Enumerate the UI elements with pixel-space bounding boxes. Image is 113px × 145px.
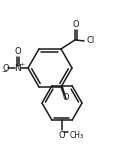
Text: CH₃: CH₃ bbox=[69, 131, 83, 140]
Text: −: − bbox=[1, 68, 7, 75]
Text: O: O bbox=[58, 131, 65, 140]
Text: Cl: Cl bbox=[86, 36, 94, 45]
Text: N: N bbox=[14, 64, 21, 72]
Text: O: O bbox=[15, 47, 21, 56]
Text: O: O bbox=[3, 64, 9, 72]
Text: O: O bbox=[72, 20, 79, 29]
Text: +: + bbox=[19, 61, 24, 67]
Text: O: O bbox=[62, 93, 69, 102]
